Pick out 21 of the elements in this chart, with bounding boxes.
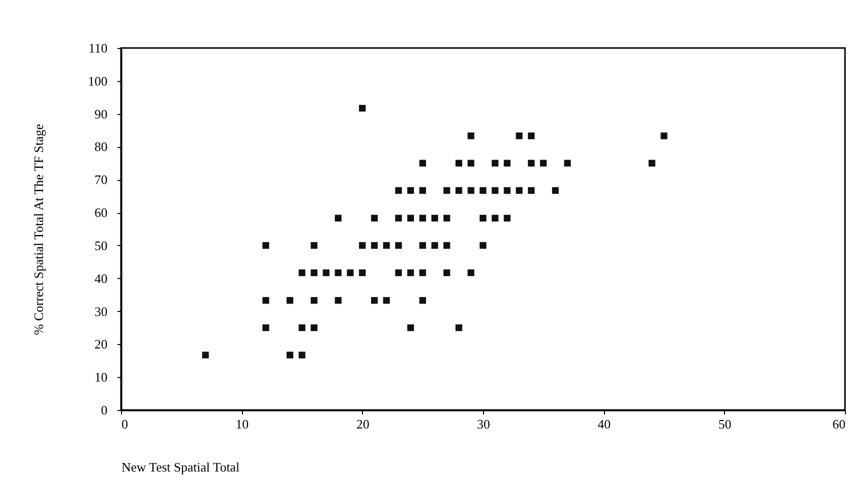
- x-tick-label: 30: [477, 416, 490, 432]
- y-tick-label: 80: [94, 139, 108, 154]
- y-axis-title: % Correct Spatial Total At The TF Stage: [31, 124, 46, 336]
- x-tick-label: 10: [236, 416, 249, 432]
- y-tick-label: 10: [94, 370, 108, 385]
- x-tick-label: 50: [718, 416, 732, 432]
- y-tick-label: 50: [94, 238, 108, 253]
- x-axis-title: New Test Spatial Total: [122, 460, 240, 474]
- x-tick-label: 20: [356, 416, 370, 432]
- y-tick-label: 110: [88, 40, 108, 56]
- y-tick-label: 90: [94, 106, 108, 122]
- y-tick-label: 40: [94, 270, 108, 286]
- y-tick-label: 100: [88, 73, 108, 88]
- y-tick-label: 60: [94, 205, 108, 220]
- x-tick-label: 40: [598, 416, 611, 432]
- y-tick-label: 0: [101, 402, 108, 418]
- x-tick-label: 0: [122, 416, 128, 432]
- y-tick-label: 30: [94, 304, 108, 319]
- y-tick-label: 20: [94, 336, 108, 352]
- y-tick-label: 70: [94, 172, 108, 188]
- x-tick-label: 60: [832, 416, 846, 432]
